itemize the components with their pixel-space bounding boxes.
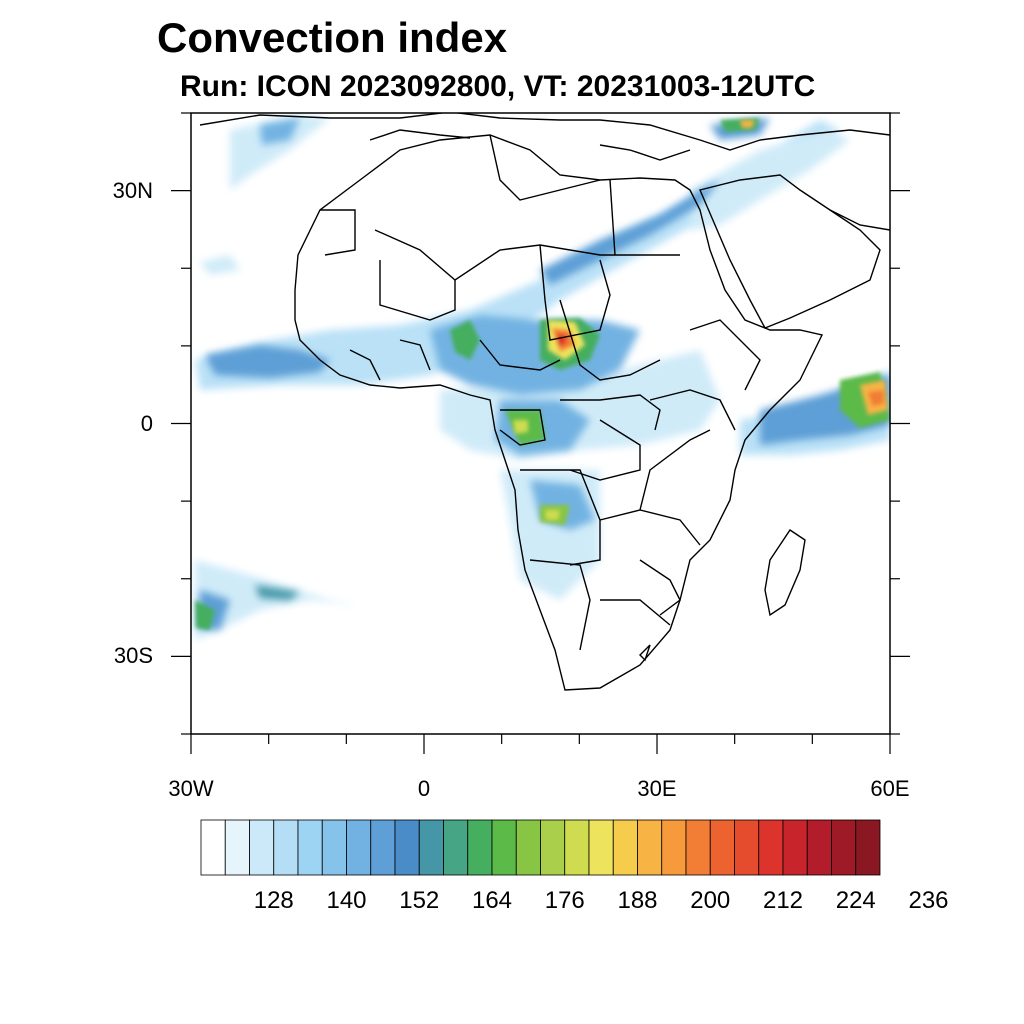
convection-field bbox=[195, 115, 890, 640]
colorbar-swatch bbox=[515, 819, 541, 876]
lon-label: 0 bbox=[417, 776, 431, 801]
chart-subtitle: Run: ICON 2023092800, VT: 20231003-12UTC bbox=[180, 70, 816, 103]
colorbar-swatch bbox=[224, 819, 250, 876]
coastlines bbox=[199, 113, 890, 691]
chart-title: Convection index bbox=[157, 14, 508, 61]
colorbar-swatch bbox=[346, 819, 372, 876]
axis-ticks bbox=[171, 112, 910, 754]
colorbar-swatch bbox=[709, 819, 735, 876]
colorbar-swatch bbox=[612, 819, 638, 876]
colorbar-swatch bbox=[394, 819, 420, 876]
colorbar-swatch bbox=[855, 819, 881, 876]
colorbar-swatch bbox=[467, 819, 493, 876]
colorbar-swatch bbox=[249, 819, 275, 876]
lon-label: 30W bbox=[168, 776, 214, 801]
colorbar-swatch bbox=[370, 819, 396, 876]
colorbar-swatch bbox=[782, 819, 808, 876]
colorbar-tick-label: 164 bbox=[471, 887, 513, 914]
colorbar-swatch bbox=[637, 819, 663, 876]
colorbar-swatch bbox=[831, 819, 857, 876]
colorbar-swatch bbox=[273, 819, 299, 876]
lat-label: 0 bbox=[140, 410, 153, 436]
colorbar-swatch bbox=[806, 819, 832, 876]
colorbar-swatch bbox=[491, 819, 517, 876]
colorbar-swatch bbox=[588, 819, 614, 876]
lat-label: 30S bbox=[113, 643, 153, 669]
colorbar-tick-label: 224 bbox=[835, 887, 876, 914]
lat-label: 30N bbox=[112, 177, 153, 203]
colorbar-tick-label: 140 bbox=[326, 887, 367, 914]
lon-label: 30E bbox=[637, 776, 677, 801]
colorbar-swatch bbox=[418, 819, 444, 876]
colorbar-tick-label: 152 bbox=[399, 887, 440, 914]
colorbar-swatch bbox=[540, 819, 566, 876]
colorbar-swatch bbox=[297, 819, 323, 876]
colorbar-swatch bbox=[685, 819, 711, 876]
colorbar-swatch bbox=[734, 819, 760, 876]
lon-label: 60E bbox=[870, 776, 910, 801]
colorbar-tick-label: 176 bbox=[544, 887, 585, 914]
colorbar-swatch bbox=[443, 819, 469, 876]
colorbar-swatch bbox=[321, 819, 347, 876]
colorbar-swatch bbox=[564, 819, 590, 876]
colorbar-tick-label: 212 bbox=[762, 887, 804, 914]
colorbar-swatch bbox=[758, 819, 784, 876]
colorbar-tick-label: 128 bbox=[253, 887, 294, 914]
colorbar-swatch bbox=[200, 819, 226, 876]
colorbar-swatch bbox=[661, 819, 687, 876]
colorbar-tick-label: 188 bbox=[617, 887, 658, 914]
colorbar-tick-label: 200 bbox=[690, 887, 731, 914]
colorbar-tick-label: 236 bbox=[908, 887, 949, 914]
